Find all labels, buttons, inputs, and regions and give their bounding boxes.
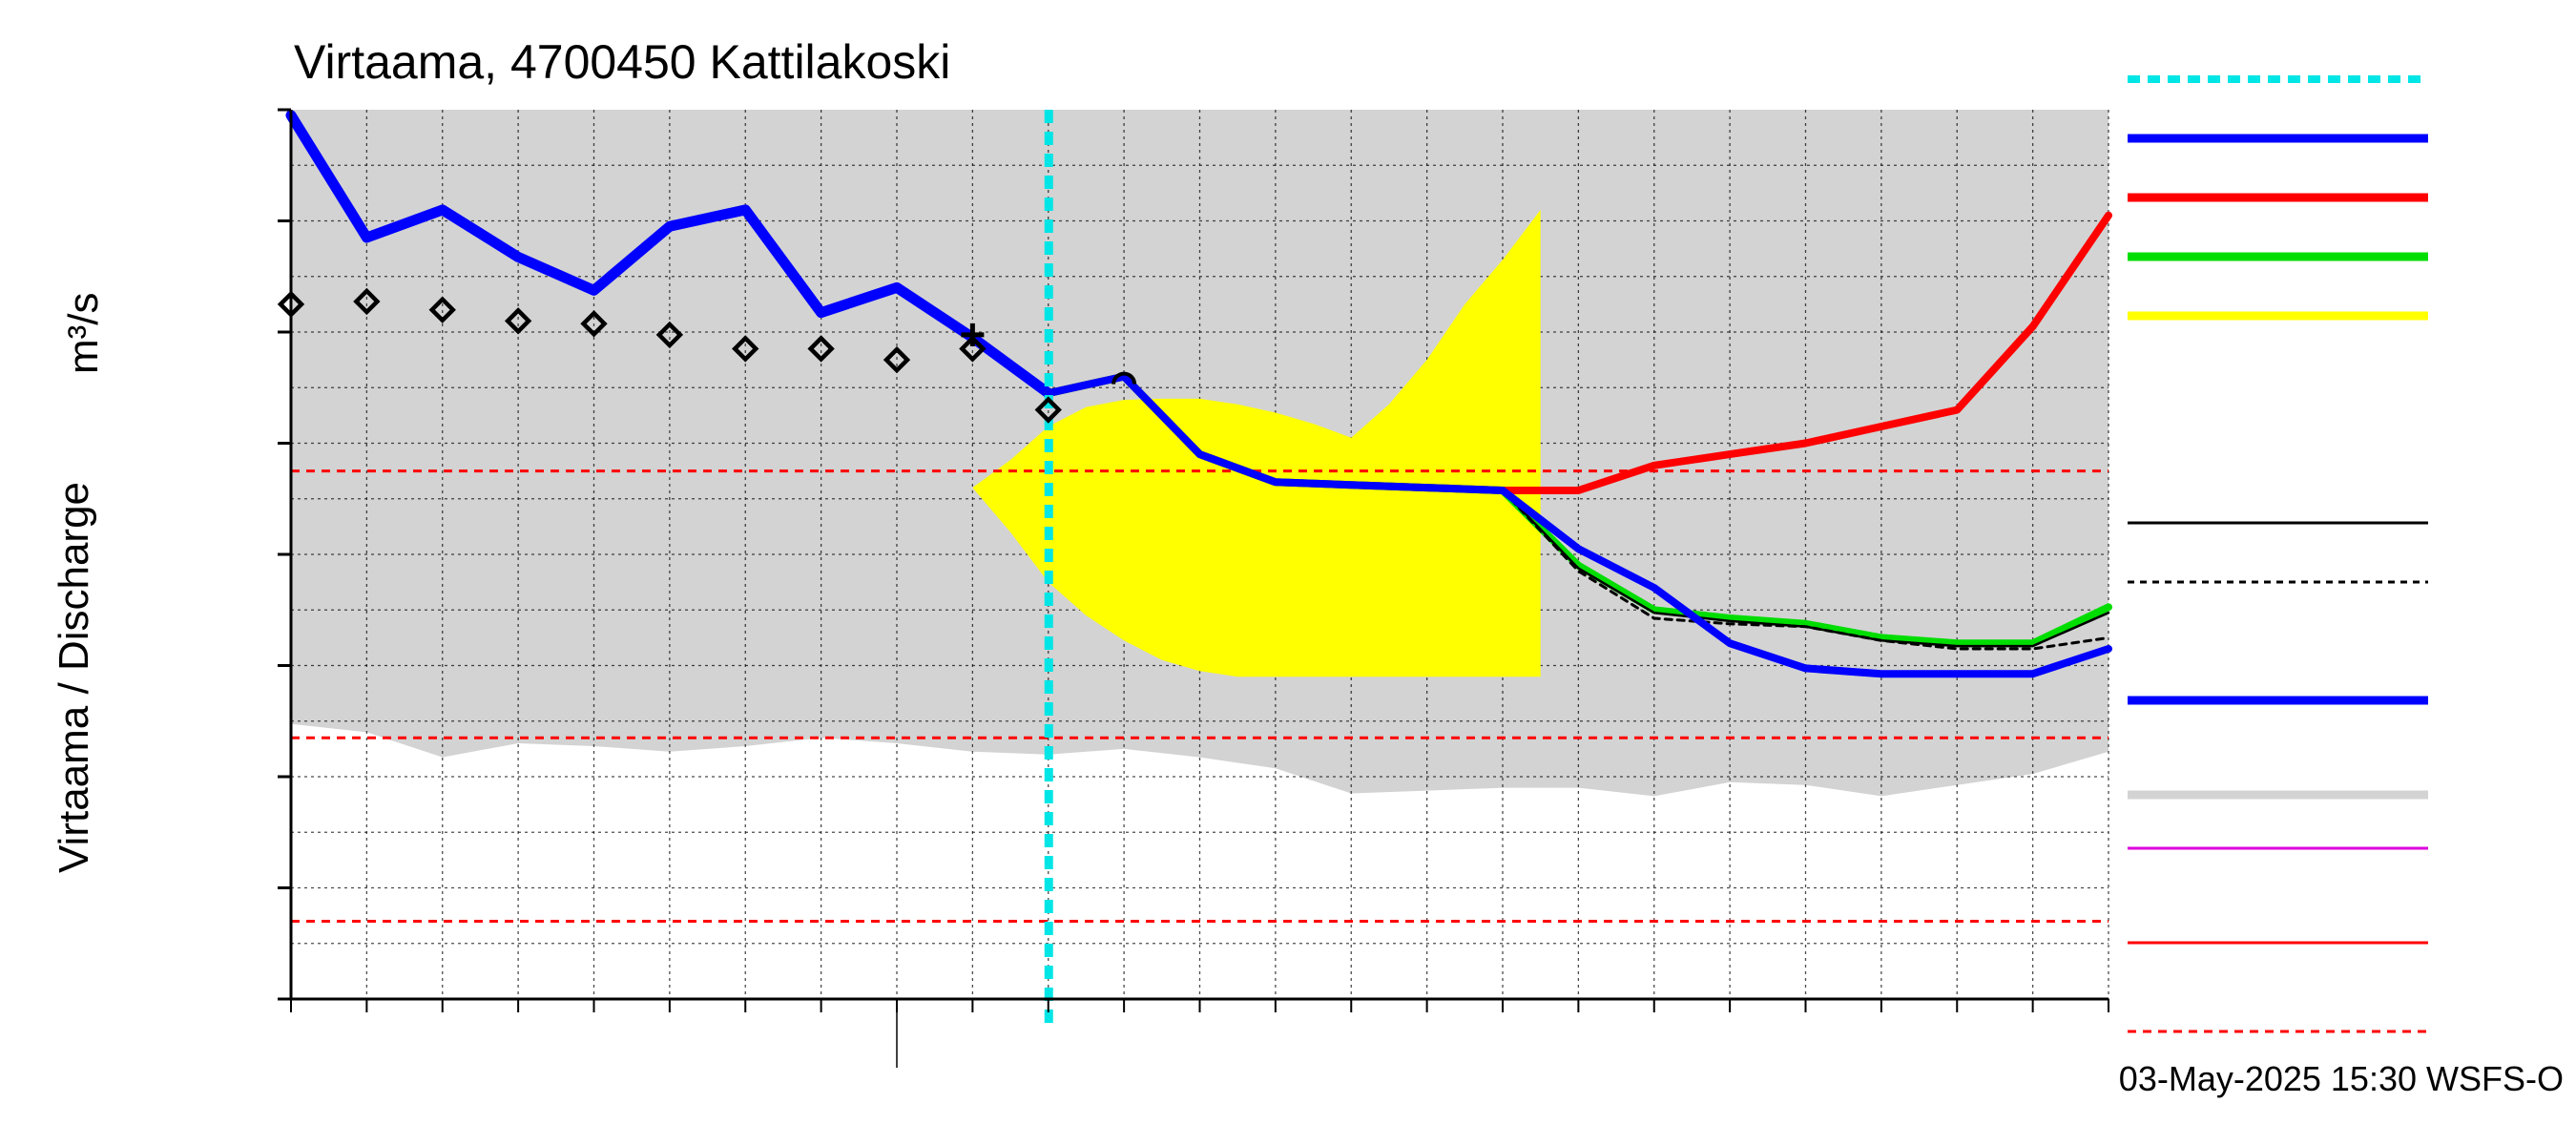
y-axis-unit: m³/s xyxy=(60,292,107,374)
chart-title: Virtaama, 4700450 Kattilakoski xyxy=(294,35,950,89)
observed-point xyxy=(353,287,381,316)
observed-point xyxy=(428,296,456,323)
footer-timestamp: 03-May-2025 15:30 WSFS-O xyxy=(2119,1059,2564,1098)
observed-point xyxy=(959,335,987,363)
forecast-range-band xyxy=(972,209,1541,677)
mean-peak-marker xyxy=(961,323,985,346)
observed-point xyxy=(504,307,532,335)
observed-point xyxy=(883,345,911,374)
y-axis-label: Virtaama / Discharge xyxy=(51,482,97,873)
observed-point xyxy=(655,321,684,349)
observed-point xyxy=(807,335,835,363)
observed-point xyxy=(580,310,608,338)
series-line-0 xyxy=(285,110,1054,399)
series-line-4 xyxy=(1501,489,2110,651)
series-line-5 xyxy=(1044,372,2112,678)
observed-point xyxy=(1034,396,1062,424)
observed-point xyxy=(732,335,759,363)
single-peak-marker xyxy=(1111,371,1137,385)
